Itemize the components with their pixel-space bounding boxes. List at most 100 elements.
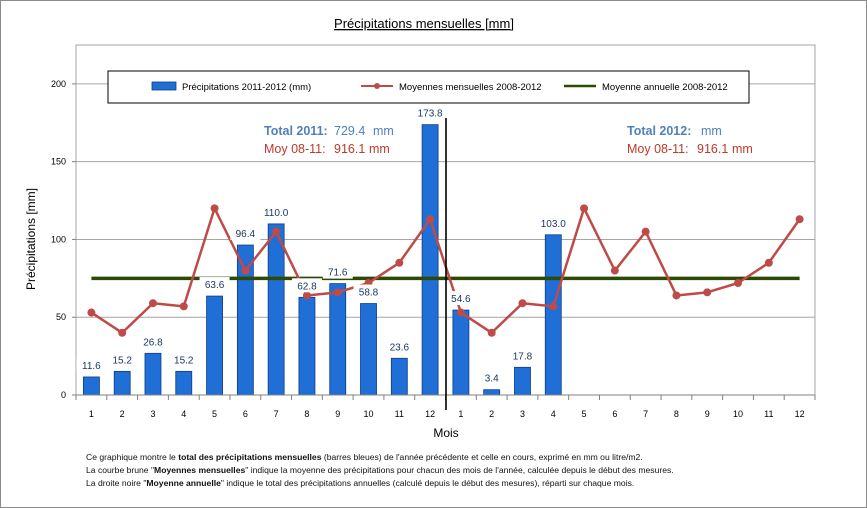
monthly-mean-marker	[703, 288, 712, 297]
x-tick-label: 11	[395, 409, 404, 419]
y-tick-label: 50	[56, 312, 66, 322]
x-tick-label: 7	[274, 409, 279, 419]
precip-bar	[514, 366, 531, 396]
monthly-mean-marker	[518, 299, 527, 308]
monthly-mean-marker	[487, 328, 496, 337]
bar-label-bg	[535, 215, 572, 230]
monthly-mean-marker	[210, 204, 219, 213]
footnote-3-bold: Moyenne annuelle	[146, 478, 221, 488]
x-tick-label: 8	[674, 409, 679, 419]
x-tick-label: 2	[489, 409, 494, 419]
x-tick-label: 8	[304, 409, 309, 419]
total-2011-unit: mm	[373, 124, 394, 138]
monthly-mean-marker	[333, 288, 342, 297]
legend-bar-label: Précipitations 2011-2012 (mm)	[182, 82, 311, 93]
precip-bar	[175, 370, 193, 396]
annotation-2012: Total 2012: mm Moy 08-11: 916.1 mm	[627, 124, 753, 156]
total-2012-unit: mm	[701, 124, 722, 138]
footnote-2-text-end: " indique la moyenne des précipitations …	[245, 465, 674, 475]
bar-label-bg	[168, 352, 199, 367]
monthly-mean-marker	[395, 258, 404, 267]
bar-label-bg	[353, 284, 384, 299]
bar-label-bg	[107, 352, 138, 367]
bar-label-bg	[76, 357, 107, 372]
legend-bar-swatch	[151, 81, 177, 91]
precip-bar	[82, 376, 100, 396]
bar-label-bg	[291, 278, 322, 293]
bar-data-label: 63.6	[205, 280, 225, 291]
monthly-mean-marker	[795, 215, 804, 224]
footnote-1-text-end: (barres bleues) de l'année précédente et…	[321, 452, 643, 462]
y-tick-label: 0	[61, 390, 66, 400]
y-tick-label: 200	[51, 79, 66, 89]
monthly-mean-marker	[610, 266, 619, 275]
bar-label-bg	[230, 226, 261, 241]
x-tick-label: 1	[458, 409, 463, 419]
bar-label-bg	[322, 264, 353, 279]
precip-bar	[267, 223, 285, 396]
bar-data-label: 11.6	[82, 361, 101, 372]
chart-title: Précipitations mensuelles [mm]	[334, 16, 514, 31]
precip-bar	[298, 296, 316, 396]
bar-label-bg	[507, 348, 538, 363]
y-tick-label: 150	[51, 157, 66, 167]
monthly-mean-marker	[148, 299, 157, 308]
footnote-1-bold: total des précipitations mensuelles	[178, 452, 322, 462]
x-tick-label: 4	[551, 409, 556, 419]
x-tick-label: 11	[764, 409, 773, 419]
x-tick-label: 6	[612, 409, 617, 419]
bar-data-label: 17.8	[513, 351, 533, 362]
x-tick-label: 3	[150, 409, 155, 419]
y-tick-label: 100	[51, 234, 66, 244]
footnote-1-text: Ce graphique montre le	[86, 452, 179, 462]
precip-bar	[329, 283, 347, 396]
bar-layer	[82, 124, 562, 396]
monthly-mean-marker	[179, 302, 188, 311]
moy-2011-value: 916.1	[334, 142, 365, 156]
bar-data-label: 3.4	[485, 374, 499, 385]
monthly-mean-marker	[118, 328, 127, 337]
bar-data-label: 96.4	[236, 229, 256, 240]
x-axis-title: Mois	[433, 426, 458, 440]
bar-label-bg	[258, 204, 295, 219]
x-tick-label: 7	[643, 409, 648, 419]
footnote-line-3: La droite noire "Moyenne annuelle" indiq…	[86, 478, 856, 488]
total-2011-label: Total 2011:	[264, 124, 328, 138]
bar-label-bg	[199, 277, 230, 292]
monthly-mean-marker	[672, 291, 681, 300]
bar-data-label: 15.2	[174, 355, 194, 366]
monthly-mean-marker	[641, 227, 650, 236]
legend-monthly-label: Moyennes mensuelles 2008-2012	[399, 82, 542, 93]
bar-label-bg	[384, 339, 415, 354]
x-tick-label: 3	[520, 409, 525, 419]
total-2011-value: 729.4	[334, 124, 365, 138]
bar-data-label: 71.6	[328, 268, 348, 279]
x-tick-label: 5	[212, 409, 217, 419]
x-tick-label: 12	[795, 409, 805, 419]
monthly-mean-marker	[426, 215, 435, 224]
precip-bar	[421, 124, 439, 396]
legend: Précipitations 2011-2012 (mm) Moyennes m…	[107, 70, 750, 104]
bar-data-label: 62.8	[297, 281, 317, 292]
bar-data-label: 58.8	[359, 288, 379, 299]
total-2012-label: Total 2012:	[627, 124, 691, 138]
legend-monthly-marker	[374, 83, 380, 89]
precip-bar	[544, 234, 562, 396]
x-tick-label: 9	[335, 409, 340, 419]
legend-annual-label: Moyenne annuelle 2008-2012	[602, 82, 728, 93]
bar-data-label: 15.2	[112, 355, 132, 366]
moy-2012-value: 916.1	[697, 142, 728, 156]
moy-2012-label: Moy 08-11:	[627, 142, 689, 156]
bar-data-label: 54.6	[451, 294, 471, 305]
x-tick-label: 1	[89, 409, 94, 419]
bar-data-label: 26.8	[143, 337, 163, 348]
annotation-2011: Total 2011: 729.4 mm Moy 08-11: 916.1 mm	[264, 124, 394, 156]
x-tick-label: 5	[582, 409, 587, 419]
bar-label-layer: 11.6 15.2 26.8 15.2 63.6 96.4 110.0 62.8 71.6 58.…	[76, 105, 572, 385]
monthly-mean-marker	[272, 227, 281, 236]
bar-label-bg	[445, 291, 476, 306]
x-tick-label: 10	[733, 409, 743, 419]
footnote-2-bold: Moyennes mensuelles	[154, 465, 246, 475]
monthly-mean-marker	[580, 204, 589, 213]
